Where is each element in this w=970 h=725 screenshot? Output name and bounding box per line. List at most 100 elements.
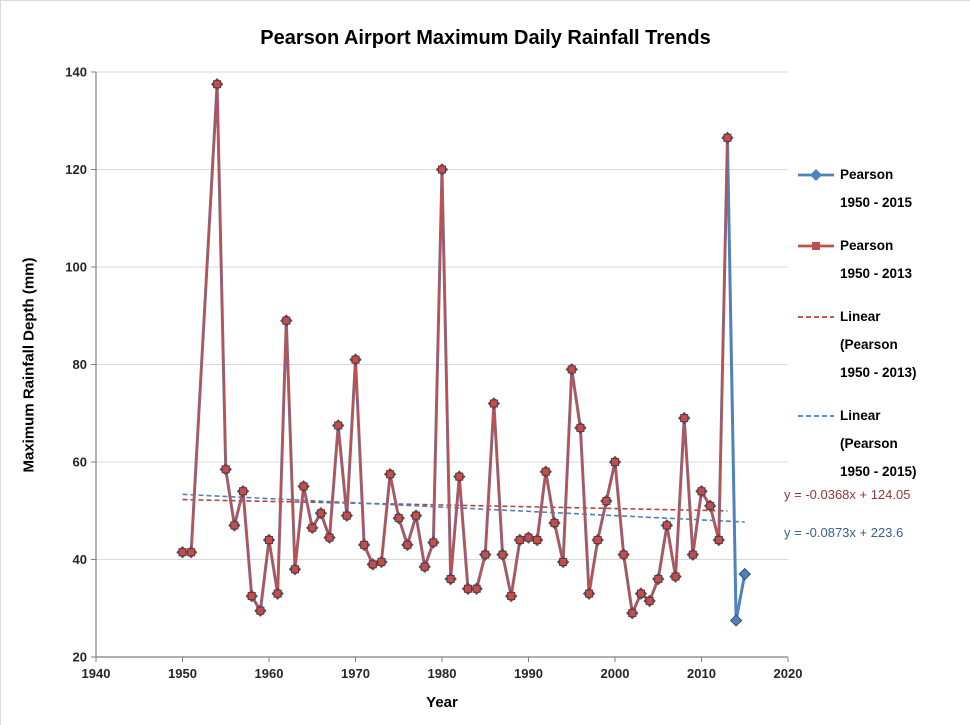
marker-square (559, 557, 568, 566)
marker-square (498, 550, 507, 559)
x-tick-label: 2000 (601, 666, 630, 681)
legend-swatch-red-dashed-icon (798, 316, 834, 318)
trendline-equation-red: y = -0.0368x + 124.05 (784, 487, 911, 502)
legend-text-line: Linear (840, 309, 881, 324)
marker-square (187, 548, 196, 557)
legend-text-line: 1950 - 2015) (840, 464, 917, 479)
trendline-equation-blue: y = -0.0873x + 223.6 (784, 525, 904, 540)
marker-square (403, 540, 412, 549)
marker-square (386, 470, 395, 479)
marker-square (645, 596, 654, 605)
marker-square (541, 467, 550, 476)
marker-square (585, 589, 594, 598)
legend-label: Linear (Pearson 1950 - 2013) (840, 303, 917, 387)
marker-square (273, 589, 282, 598)
marker-square (714, 536, 723, 544)
marker-square (230, 521, 239, 530)
y-tick-label: 20 (73, 650, 87, 665)
marker-square (368, 560, 377, 569)
y-tick-label: 60 (73, 455, 87, 470)
marker-square (602, 497, 611, 505)
legend-text-line: 1950 - 2013) (840, 365, 917, 380)
marker-square (282, 316, 291, 325)
x-tick-label: 1950 (168, 666, 197, 681)
trendline (182, 498, 728, 512)
y-tick-label: 80 (73, 357, 87, 372)
marker-square (472, 584, 481, 593)
x-tick-label: 2010 (687, 666, 716, 681)
marker-square (706, 501, 715, 510)
marker-square (671, 572, 680, 581)
x-tick-label: 1940 (82, 666, 111, 681)
legend-swatch-blue-diamond-icon (798, 169, 834, 181)
marker-square (247, 592, 256, 601)
legend-swatch-red-square-icon (798, 242, 834, 250)
marker-square (342, 511, 351, 520)
marker-square (533, 536, 542, 544)
trendline (182, 493, 745, 523)
marker-square (178, 548, 187, 557)
x-tick-label: 1990 (514, 666, 543, 681)
marker-square (239, 487, 248, 496)
legend: Pearson 1950 - 2015 Pearson 1950 - 2013 … (797, 161, 967, 501)
legend-swatch-blue-dashed-icon (798, 415, 834, 417)
marker-square (316, 509, 325, 518)
marker-square (611, 458, 619, 466)
y-axis-label: Maximum Rainfall Depth (mm) (20, 257, 38, 473)
marker-square (265, 536, 273, 544)
marker-square (463, 584, 472, 593)
x-tick-label: 1960 (255, 666, 284, 681)
marker-diamond (738, 567, 751, 581)
marker-square (299, 482, 308, 491)
marker-square (308, 523, 317, 532)
marker-square (481, 550, 490, 559)
marker-square (334, 421, 343, 430)
legend-label: Linear (Pearson 1950 - 2015) (840, 402, 917, 486)
marker-square (351, 355, 360, 364)
marker-square (723, 133, 732, 142)
marker-square (680, 414, 689, 423)
marker-square (507, 592, 516, 601)
legend-text-line: 1950 - 2015 (840, 195, 913, 210)
marker-square (438, 165, 446, 174)
x-tick-label: 1980 (428, 666, 457, 681)
marker-square (654, 575, 663, 583)
legend-label: Pearson 1950 - 2015 (840, 161, 912, 217)
legend-item-linear-2015: Linear (Pearson 1950 - 2015) (797, 402, 967, 486)
marker-square (636, 589, 645, 598)
legend-text-line: Pearson (840, 238, 894, 253)
x-axis-label: Year (426, 694, 458, 711)
marker-square (360, 540, 369, 549)
y-tick-label: 140 (65, 65, 87, 80)
legend-label: Pearson 1950 - 2013 (840, 232, 912, 288)
marker-square (662, 521, 671, 530)
marker-square (325, 533, 334, 542)
marker-square (576, 423, 585, 432)
marker-square (256, 606, 265, 615)
marker-square (221, 465, 230, 474)
legend-item-linear-2013: Linear (Pearson 1950 - 2013) (797, 303, 967, 387)
marker-square (524, 533, 533, 542)
marker-square (688, 550, 697, 559)
marker-square (489, 399, 498, 408)
legend-text-line: (Pearson (840, 436, 898, 451)
series-line (182, 83, 729, 615)
legend-item-pearson-2013: Pearson 1950 - 2013 (797, 232, 967, 288)
legend-text-line: (Pearson (840, 337, 898, 352)
marker-square (394, 514, 403, 523)
marker-square (593, 536, 602, 544)
legend-text-line: 1950 - 2013 (840, 266, 913, 281)
legend-text-line: Linear (840, 408, 881, 423)
marker-square (429, 538, 438, 547)
y-tick-label: 100 (65, 260, 87, 275)
marker-square (697, 487, 706, 496)
y-tick-label: 120 (65, 162, 87, 177)
legend-text-line: Pearson (840, 167, 894, 182)
marker-square (515, 536, 524, 544)
marker-square (455, 472, 464, 481)
marker-square (567, 365, 576, 374)
marker-square (412, 511, 421, 520)
marker-square (377, 557, 386, 566)
